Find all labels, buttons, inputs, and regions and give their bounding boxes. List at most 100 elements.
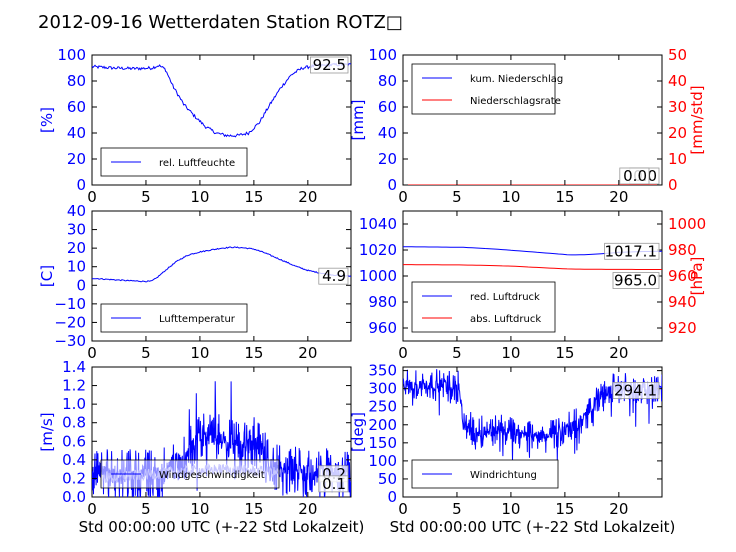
y-tick-label: 60	[378, 98, 397, 116]
y-tick-label: 50	[378, 470, 397, 488]
x-tick-label: 15	[555, 344, 574, 362]
y-tick-label: 980	[368, 293, 397, 311]
y-tick-label: 300	[368, 380, 397, 398]
y-tick-label: 20	[67, 150, 86, 168]
x-tick-label: 0	[87, 500, 97, 518]
x-tick-label: 5	[452, 344, 462, 362]
legend: rel. Luftfeuchte	[100, 147, 248, 177]
y-tick-label: 60	[67, 98, 86, 116]
value-label-2: 0.0	[623, 167, 647, 185]
y-tick-label: 0.0	[62, 488, 86, 506]
y-tick-label: −20	[54, 313, 86, 331]
x-tick-label: 20	[609, 188, 628, 206]
x-tick-label: 5	[141, 344, 151, 362]
legend: kum. Niederschlag Niederschlagsrate	[411, 63, 563, 115]
x-tick-label: 5	[141, 188, 151, 206]
legend-box	[100, 147, 248, 177]
x-tick-label: 0	[87, 344, 97, 362]
y-axis-label: [%]	[38, 107, 56, 133]
value-label-2: 965.0	[614, 272, 657, 290]
y-tick-label: 100	[368, 452, 397, 470]
x-tick-label: 15	[244, 188, 263, 206]
legend: red. Luftdruck abs. Luftdruck	[411, 281, 556, 333]
y2-tick-label: 50	[668, 46, 687, 64]
panel-rain: 0 5 10 15 20 0 20 40 60 80 100 0 10 20 30 40 50 [mm] [mm/s…	[349, 46, 706, 206]
y-tick-label: 0.4	[62, 451, 86, 469]
value-label: 1017.1	[605, 242, 658, 260]
y-tick-label: 0.6	[62, 432, 86, 450]
y-tick-label: 250	[368, 398, 397, 416]
x-tick-label: 10	[190, 188, 209, 206]
y-tick-label: 100	[368, 46, 397, 64]
y2-tick-label: 30	[668, 98, 687, 116]
legend-box	[411, 281, 556, 333]
x-tick-label: 0	[398, 188, 408, 206]
x-tick-label: 15	[555, 188, 574, 206]
y-tick-label: 30	[67, 221, 86, 239]
value-label-box	[309, 56, 349, 74]
y-tick-label: 1.0	[62, 395, 86, 413]
y-tick-label: −30	[54, 332, 86, 350]
legend-label: rel. Luftfeuchte	[159, 158, 235, 169]
y2-tick-label: 980	[668, 241, 697, 259]
legend: Lufttemperatur	[100, 303, 248, 333]
x-tick-label: 0	[87, 188, 97, 206]
legend-box	[411, 63, 556, 115]
y2-axis-label: [mm/std]	[688, 85, 706, 154]
y-tick-label: 960	[368, 319, 397, 337]
x-tick-label: 20	[298, 344, 317, 362]
legend: Windrichtung	[411, 459, 559, 489]
y-tick-label: 100	[57, 46, 86, 64]
series-line-1	[92, 62, 351, 138]
y2-tick-label: 940	[668, 293, 697, 311]
panel-humidity: 0 5 10 15 20 0 20 40 60 80 100 [%] rel. Luftfeuchte 9…	[38, 46, 352, 206]
y-tick-label: 350	[368, 362, 397, 380]
value-label-2: 0.1	[322, 475, 346, 493]
x-tick-label: 15	[244, 344, 263, 362]
y2-tick-label: 20	[668, 124, 687, 142]
legend-label: kum. Niederschlag	[470, 74, 563, 85]
x-tick-label: 10	[501, 188, 520, 206]
y-tick-label: 40	[67, 202, 86, 220]
y-axis-label: [C]	[38, 265, 56, 287]
value-label: 294.1	[614, 381, 657, 399]
y-tick-label: −10	[54, 295, 86, 313]
y-tick-label: 80	[378, 72, 397, 90]
x-axis-label: Std 00:00:00 UTC (+-22 Std Lokalzeit)	[390, 518, 676, 536]
series-line-1	[92, 246, 351, 283]
y-tick-label: 40	[378, 124, 397, 142]
x-tick-label: 10	[190, 344, 209, 362]
value-label-2-box	[619, 167, 650, 185]
y-tick-label: 0	[387, 176, 397, 194]
figure-title: 2012-09-16 Wetterdaten Station ROTZ□	[38, 12, 403, 33]
y-tick-label: 200	[368, 416, 397, 434]
legend-box	[100, 303, 248, 333]
legend-label: Windgeschwindigkeit	[159, 470, 265, 481]
y-tick-label: 1040	[359, 215, 397, 233]
x-axis-label: Std 00:00:00 UTC (+-22 Std Lokalzeit)	[79, 518, 365, 536]
y2-tick-label: 920	[668, 319, 697, 337]
x-tick-label: 5	[141, 500, 151, 518]
y-tick-label: 1020	[359, 241, 397, 259]
y-axis-label: [mm]	[349, 100, 367, 141]
value-label-box	[318, 267, 349, 285]
x-tick-label: 20	[609, 344, 628, 362]
y2-tick-label: 10	[668, 150, 687, 168]
x-tick-label: 20	[298, 188, 317, 206]
y2-tick-label: 960	[668, 267, 697, 285]
y-tick-label: 20	[67, 239, 86, 257]
value-label: 4.9	[322, 267, 346, 285]
panel-temperature: 0 5 10 15 20−30−20−10010203040[C]Lufttempera…	[38, 202, 352, 362]
y-tick-label: 0	[76, 176, 86, 194]
value-label-box	[612, 382, 660, 399]
series-line-2	[403, 264, 662, 270]
x-tick-label: 15	[244, 500, 263, 518]
y-tick-label: 0	[387, 488, 397, 506]
y2-tick-label: 1000	[668, 215, 706, 233]
y-axis-label: [m/s]	[38, 412, 56, 451]
y-tick-label: 10	[67, 258, 86, 276]
x-tick-label: 10	[501, 344, 520, 362]
x-tick-label: 20	[609, 500, 628, 518]
